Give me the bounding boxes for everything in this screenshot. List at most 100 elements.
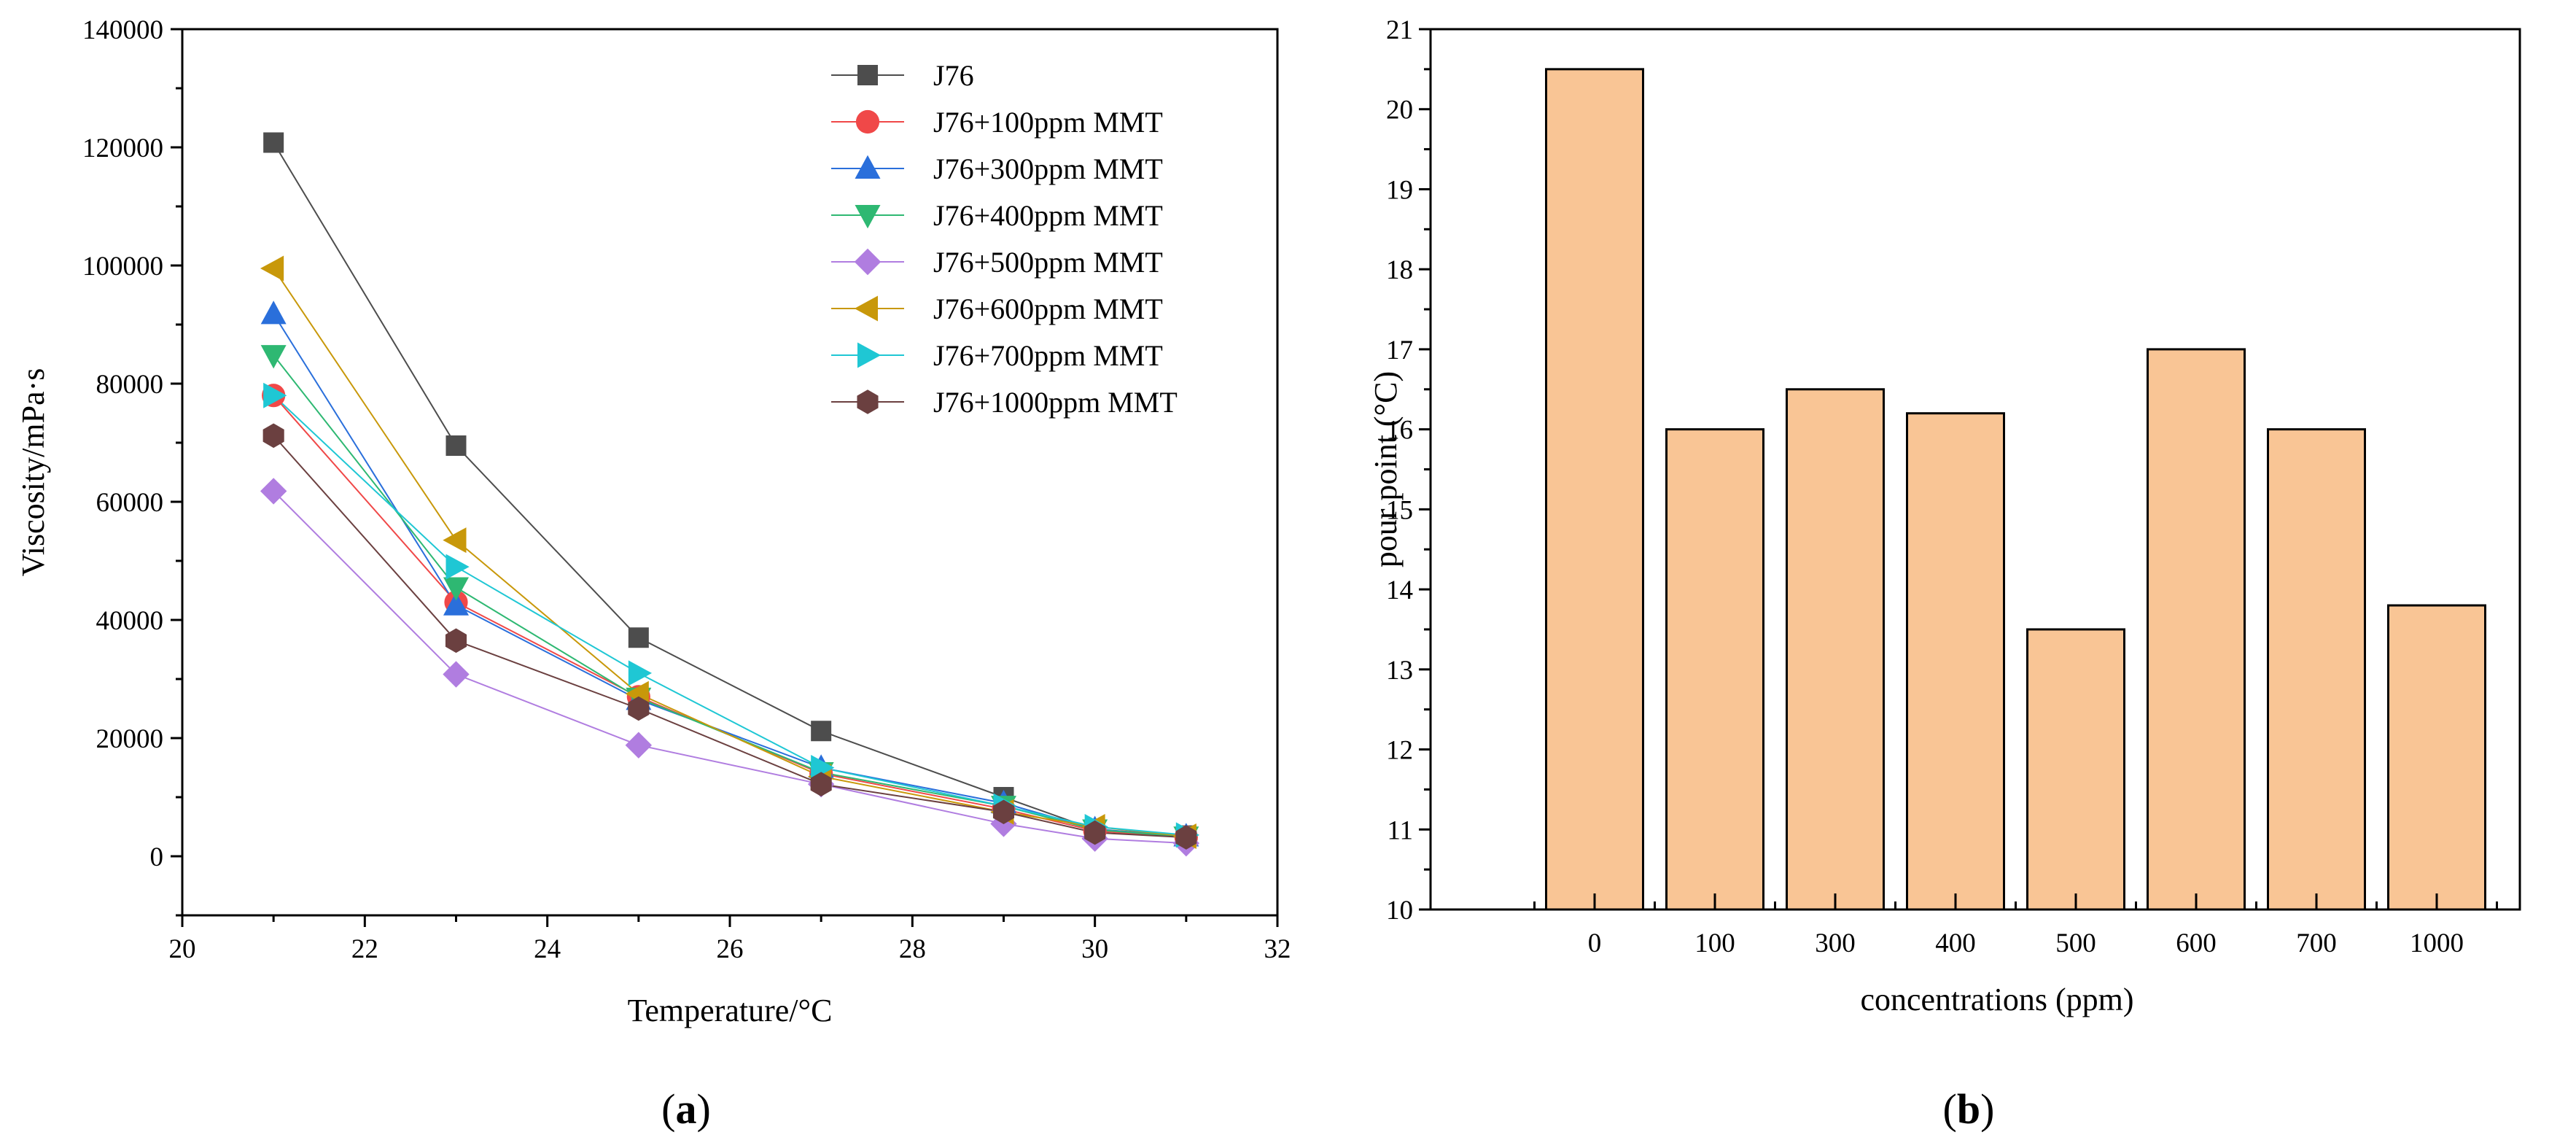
- legend-marker: [855, 205, 881, 229]
- chart-b-y-axis-title: pour point (°C): [1368, 371, 1404, 567]
- chart-a-y-tick-label: 20000: [96, 724, 164, 754]
- panel-label-b-close: ): [1980, 1085, 1994, 1133]
- data-point: [811, 721, 832, 742]
- chart-b-y-tick-label: 16: [1386, 416, 1413, 446]
- panel-label-a-open: (: [661, 1085, 675, 1133]
- legend-label: J76+700ppm MMT: [933, 339, 1163, 372]
- legend-marker: [857, 65, 878, 85]
- data-point: [445, 628, 467, 653]
- series-line: [273, 395, 1186, 839]
- chart-b-y-tick-label: 11: [1387, 815, 1413, 845]
- panel-label-b-open: (: [1943, 1085, 1957, 1133]
- chart-a-series-markers: [260, 132, 1200, 857]
- bar: [2267, 428, 2366, 911]
- data-point: [992, 799, 1015, 825]
- panel-label-a-letter: a: [676, 1085, 697, 1133]
- legend-marker: [857, 389, 879, 414]
- chart-a-y-tick-label: 0: [150, 842, 164, 872]
- chart-a-axes: 20 22 24 26 28 30 32 0 20000 40000 60000 80000 10000…: [82, 15, 1291, 964]
- chart-b-bars: [1545, 68, 2486, 911]
- data-point: [263, 382, 287, 408]
- chart-b-x-tick-label: 1000: [2410, 928, 2464, 958]
- legend-marker: [855, 109, 880, 134]
- legend-marker: [854, 295, 878, 322]
- chart-b-y-tick-label: 13: [1386, 656, 1413, 686]
- data-point: [262, 423, 284, 449]
- chart-a-y-tick-label: 140000: [82, 15, 163, 45]
- chart-b-y-tick-label: 14: [1386, 575, 1413, 605]
- legend-marker: [855, 155, 881, 179]
- chart-a-x-tick-label: 28: [899, 934, 926, 964]
- series-line: [273, 490, 1186, 845]
- chart-a-x-tick-label: 22: [351, 934, 378, 964]
- data-point: [443, 592, 469, 616]
- data-point: [1175, 825, 1197, 850]
- bar: [2026, 628, 2125, 911]
- data-point: [628, 696, 650, 721]
- chart-b-y-tick-label: 17: [1386, 336, 1413, 365]
- chart-b-y-tick-label: 15: [1386, 495, 1413, 525]
- chart-b-x-tick-label: 100: [1694, 928, 1735, 958]
- panel-label-a: (a): [661, 1085, 711, 1133]
- chart-b-x-tick-label: 600: [2176, 928, 2217, 958]
- legend-label: J76: [933, 59, 974, 92]
- data-point: [443, 661, 470, 688]
- panel-label-b-letter: b: [1957, 1085, 1980, 1133]
- chart-a-legend: J76 J76+100ppm MMT J76+300ppm MMT J76+400pp…: [831, 59, 1178, 419]
- panel-label-b: (b): [1943, 1085, 1995, 1133]
- chart-a-y-tick-label: 120000: [82, 133, 163, 163]
- chart-b-y-tick-label: 18: [1386, 255, 1413, 285]
- chart-a-y-tick-label: 40000: [96, 606, 164, 636]
- bar: [1786, 388, 1885, 911]
- chart-b-x-tick-label: 300: [1815, 928, 1856, 958]
- chart-b-y-tick-label: 12: [1386, 736, 1413, 766]
- data-point: [263, 132, 284, 153]
- chart-b-y-tick-label: 19: [1386, 175, 1413, 205]
- pour-point-bar-chart: 10 11 12 13 14 15 16 17 18 19 20 21 0 100 300 400 500 600…: [1368, 15, 2521, 1133]
- chart-a-x-tick-label: 20: [169, 934, 196, 964]
- data-point: [810, 772, 832, 796]
- chart-a-x-tick-label: 30: [1081, 934, 1108, 964]
- series-line: [273, 395, 1186, 836]
- chart-b-y-tick-label: 20: [1386, 96, 1413, 125]
- chart-a-x-tick-label: 32: [1264, 934, 1291, 964]
- data-point: [443, 527, 467, 554]
- legend-label: J76+400ppm MMT: [933, 199, 1163, 232]
- panel-label-a-close: ): [697, 1085, 711, 1133]
- data-point: [445, 435, 467, 457]
- chart-a-y-tick-label: 60000: [96, 488, 164, 518]
- bar: [1665, 428, 1764, 911]
- chart-b-y-tick-label: 10: [1386, 896, 1413, 926]
- data-point: [628, 660, 653, 686]
- data-point: [811, 755, 835, 780]
- chart-b-axes: 10 11 12 13 14 15 16 17 18 19 20 21 0 100 300 400 500 600…: [1386, 15, 2521, 958]
- chart-b-x-tick-label: 0: [1588, 928, 1602, 958]
- chart-b-x-tick-label: 500: [2055, 928, 2096, 958]
- data-point: [625, 732, 653, 759]
- chart-a-x-tick-label: 24: [534, 934, 561, 964]
- data-point: [260, 345, 287, 369]
- legend-label: J76+600ppm MMT: [933, 292, 1163, 325]
- legend-marker: [857, 342, 882, 368]
- legend-marker: [854, 248, 882, 276]
- data-point: [260, 255, 284, 282]
- series-line: [273, 435, 1186, 839]
- bar: [2147, 348, 2246, 911]
- chart-b-x-tick-label: 700: [2296, 928, 2337, 958]
- legend-label: J76+1000ppm MMT: [933, 386, 1178, 419]
- chart-a-y-tick-label: 100000: [82, 252, 163, 282]
- legend-label: J76+300ppm MMT: [933, 152, 1163, 185]
- legend-label: J76+500ppm MMT: [933, 246, 1163, 279]
- data-point: [260, 300, 287, 325]
- bar: [1545, 68, 1644, 911]
- data-point: [443, 577, 469, 601]
- chart-b-x-tick-label: 400: [1935, 928, 1976, 958]
- chart-b-x-axis-title: concentrations (ppm): [1860, 982, 2133, 1017]
- chart-a-x-tick-label: 26: [717, 934, 744, 964]
- legend-label: J76+100ppm MMT: [933, 106, 1163, 139]
- bar: [1906, 412, 2005, 911]
- bar: [2387, 604, 2486, 911]
- viscosity-line-chart: 20 22 24 26 28 30 32 0 20000 40000 60000 80000 10000…: [15, 15, 1291, 1133]
- chart-a-y-tick-label: 80000: [96, 370, 164, 400]
